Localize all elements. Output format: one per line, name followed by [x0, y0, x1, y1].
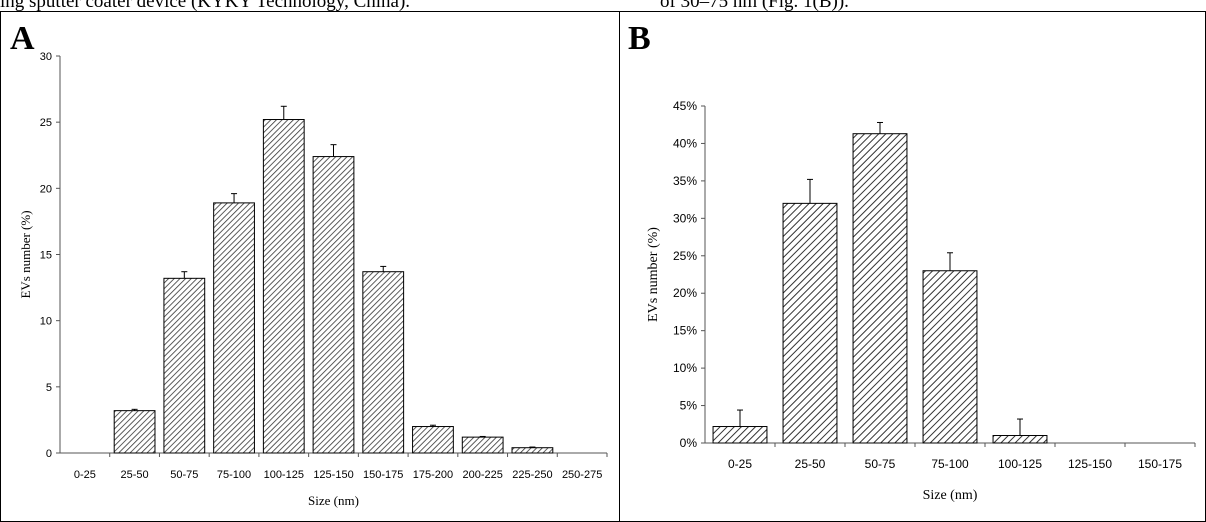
chart-b-x-tick-label: 0-25: [728, 457, 752, 471]
chart-b-x-tick-label: 100-125: [998, 457, 1042, 471]
chart-a-bar: [312, 156, 355, 454]
chart-a-bar: [213, 202, 255, 454]
chart-a-x-tick-label: 50-75: [170, 469, 198, 481]
chart-a-bar: [362, 271, 405, 454]
chart-b-bar: [852, 133, 908, 444]
chart-b-y-tick-label: 15%: [673, 324, 697, 338]
chart-a-y-tick-label: 25: [40, 117, 52, 129]
chart-a-y-axis-title: EVs number (%): [18, 210, 33, 298]
chart-a-bar: [511, 447, 554, 454]
chart-a-x-tick-label: 175-200: [413, 469, 453, 481]
chart-b-y-tick-label: 40%: [673, 136, 697, 150]
chart-a-x-tick-label: 225-250: [512, 469, 552, 481]
chart-b-bar: [782, 202, 838, 444]
chart-a-y-tick-label: 5: [46, 382, 52, 394]
chart-b-bar: [992, 435, 1048, 444]
chart-a-y-tick-label: 0: [46, 448, 52, 460]
chart-b-x-axis-title: Size (nm): [923, 488, 978, 503]
chart-b-x-tick-label: 125-150: [1068, 457, 1112, 471]
chart-b-y-tick-label: 20%: [673, 286, 697, 300]
chart-a-bar: [113, 410, 156, 454]
chart-b-y-tick-label: 45%: [673, 99, 697, 113]
chart-b-bar: [712, 426, 768, 444]
caption-left-text: ing sputter coater device (KYKY Technolo…: [0, 0, 411, 12]
chart-b-x-tick-label: 50-75: [865, 457, 896, 471]
chart-a-x-tick-label: 75-100: [217, 469, 251, 481]
chart-b-y-tick-label: 30%: [673, 211, 697, 225]
chart-a-bar: [461, 436, 504, 454]
chart-a-y-tick-label: 20: [40, 183, 52, 195]
chart-a-x-tick-label: 125-150: [313, 469, 353, 481]
chart-b: 0% 5% 10% 15% 20% 25% 30% 35% 40% 45% 0-25 25-50 50-…: [646, 99, 1196, 503]
chart-b-x-tick-label: 75-100: [931, 457, 969, 471]
chart-a-y-tick-label: 30: [40, 51, 52, 63]
chart-b-y-tick-label: 0%: [680, 436, 698, 450]
chart-b-y-tick-label: 35%: [673, 174, 697, 188]
caption-right-text: of 30–75 nm (Fig. 1(B)).: [660, 0, 849, 12]
chart-a-x-tick-label: 100-125: [264, 469, 304, 481]
chart-a-x-tick-label: 25-50: [121, 469, 149, 481]
chart-a-x-tick-label: 200-225: [462, 469, 502, 481]
chart-a-x-tick-label: 150-175: [363, 469, 403, 481]
chart-a-x-tick-label: 0-25: [74, 469, 96, 481]
chart-a-bar: [412, 426, 454, 454]
chart-a-x-tick-label: 250-275: [562, 469, 602, 481]
chart-a-bar: [262, 119, 305, 454]
chart-a-y-tick-label: 15: [40, 250, 52, 262]
chart-b-bar: [922, 270, 978, 444]
chart-b-x-tick-label: 150-175: [1138, 457, 1182, 471]
chart-b-y-tick-label: 10%: [673, 361, 697, 375]
chart-a-y-tick-label: 10: [40, 316, 52, 328]
chart-b-y-axis-title: EVs number (%): [646, 227, 661, 322]
panel-b-label: B: [628, 20, 651, 57]
chart-b-y-tick-label: 25%: [673, 249, 697, 263]
chart-a-bar: [163, 277, 206, 454]
chart-b-x-tick-label: 25-50: [795, 457, 826, 471]
chart-b-y-tick-label: 5%: [680, 399, 698, 413]
chart-a-x-axis-title: Size (nm): [308, 493, 359, 508]
chart-a: 0 5 10 15 20 25 30 0-25 25-50 50-75 75-100 100-125 1…: [18, 51, 608, 508]
panel-a-label: A: [10, 20, 35, 57]
